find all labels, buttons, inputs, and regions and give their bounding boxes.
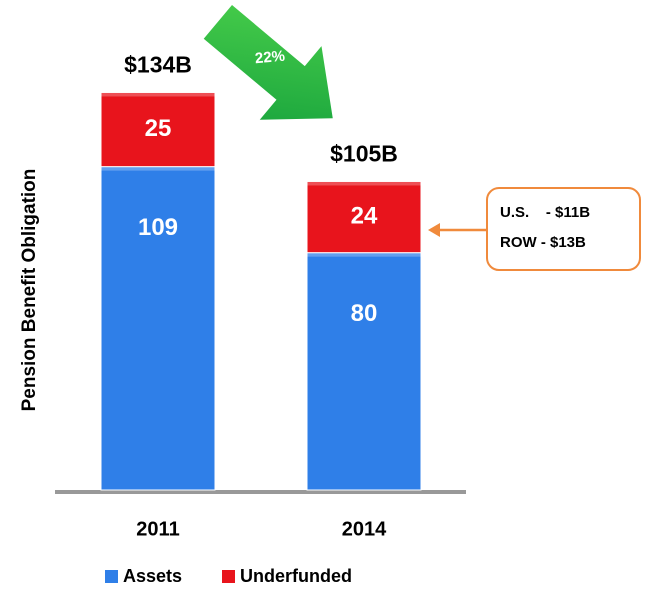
bar-segment: [306, 252, 422, 491]
value-label: 25: [145, 115, 172, 142]
bar-segment: [306, 180, 422, 254]
bar-segment: [100, 91, 216, 168]
change-arrow: [203, 5, 333, 120]
bar-highlight: [101, 166, 215, 171]
callout-line: ROW - $13B: [500, 234, 586, 251]
bar-highlight: [101, 92, 215, 97]
value-label: 24: [351, 202, 378, 229]
x-tick-label: 2014: [342, 518, 387, 540]
bar-highlight: [307, 181, 421, 186]
legend-swatch: [105, 570, 118, 583]
bar-segment: [100, 166, 216, 491]
x-tick-label: 2011: [136, 518, 179, 540]
y-axis-label: Pension Benefit Obligation: [19, 169, 40, 412]
total-label: $134B: [124, 52, 192, 78]
legend-label: Underfunded: [240, 566, 352, 586]
legend-swatch: [222, 570, 235, 583]
legend-label: Assets: [123, 566, 182, 586]
change-label: 22%: [254, 48, 285, 68]
callout-box: [486, 187, 641, 271]
callout-arrow-head: [428, 223, 440, 237]
value-label: 80: [351, 300, 378, 327]
total-label: $105B: [330, 141, 398, 167]
bar-highlight: [307, 252, 421, 257]
value-label: 109: [138, 214, 178, 241]
callout-line: U.S. - $11B: [500, 204, 590, 221]
